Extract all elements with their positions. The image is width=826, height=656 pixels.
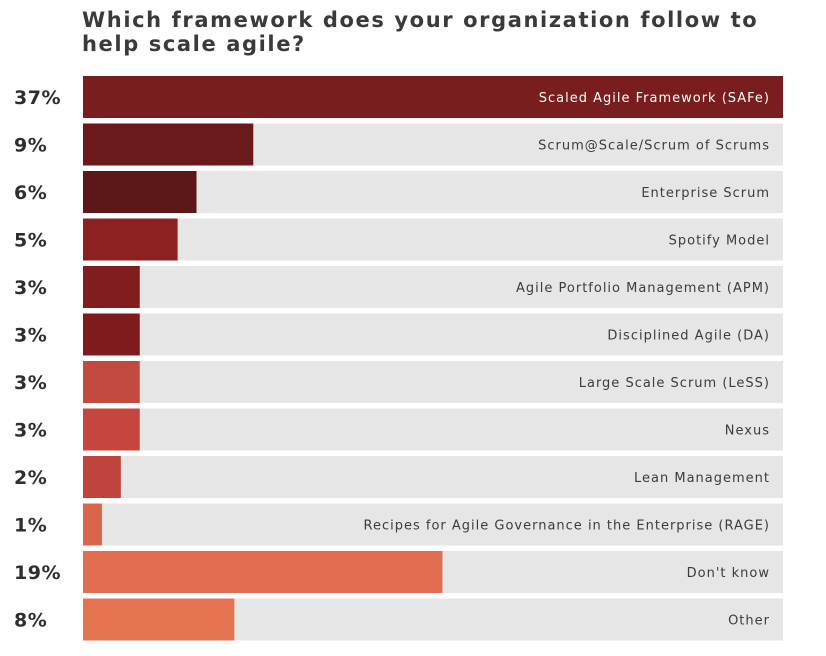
category-label: Lean Management: [634, 471, 770, 486]
category-label: Scaled Agile Framework (SAFe): [539, 91, 770, 106]
bar: [83, 456, 121, 498]
value-label: 3%: [14, 372, 47, 394]
bar: [83, 361, 140, 403]
bar: [83, 313, 140, 356]
bar-track: [83, 361, 783, 403]
bar: [83, 266, 140, 308]
bar-track: [83, 456, 783, 498]
value-label: 2%: [14, 467, 47, 489]
category-label: Large Scale Scrum (LeSS): [579, 376, 770, 391]
bar: [83, 218, 178, 261]
value-label: 19%: [14, 562, 61, 584]
category-label: Spotify Model: [669, 234, 770, 249]
value-label: 5%: [14, 230, 47, 252]
value-label: 3%: [14, 277, 47, 299]
category-label: Recipes for Agile Governance in the Ente…: [364, 519, 770, 534]
bar: [83, 598, 235, 641]
category-label: Agile Portfolio Management (APM): [516, 281, 770, 296]
bar-track: [83, 313, 783, 356]
bar: [83, 551, 443, 593]
bar: [83, 408, 140, 451]
bar-track: [83, 218, 783, 261]
bar-track: [83, 171, 783, 213]
bar: [83, 171, 197, 213]
bar: [83, 123, 254, 166]
bar-track: [83, 266, 783, 308]
category-label: Don't know: [687, 566, 770, 581]
value-label: 1%: [14, 515, 47, 537]
value-label: 6%: [14, 182, 47, 204]
category-label: Other: [728, 614, 770, 629]
bar: [83, 76, 783, 118]
category-label: Enterprise Scrum: [641, 186, 770, 201]
category-label: Scrum@Scale/Scrum of Scrums: [538, 139, 770, 154]
category-label: Nexus: [725, 424, 770, 439]
bar-track: [83, 503, 783, 546]
chart-title: Which framework does your organization f…: [82, 8, 759, 56]
value-label: 9%: [14, 135, 47, 157]
value-label: 37%: [14, 87, 61, 109]
value-label: 3%: [14, 420, 47, 442]
value-label: 8%: [14, 610, 47, 632]
category-label: Disciplined Agile (DA): [607, 329, 770, 344]
bar-track: [83, 408, 783, 451]
value-label: 3%: [14, 325, 47, 347]
bar: [83, 503, 102, 546]
